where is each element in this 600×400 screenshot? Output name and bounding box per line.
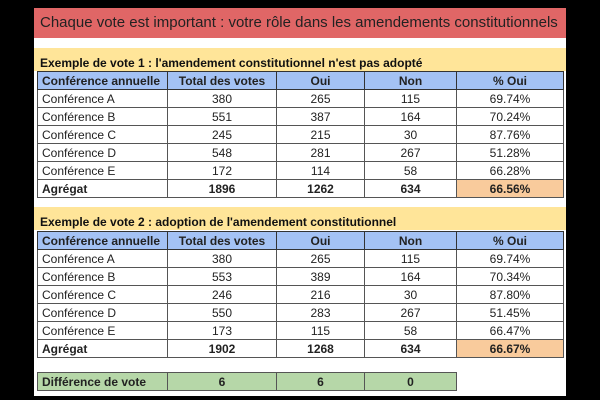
- aggregate-cell[interactable]: 634: [364, 339, 457, 358]
- column-header: Non: [364, 71, 457, 90]
- cell[interactable]: 387: [276, 107, 365, 126]
- table-row: Conférence E 172 114 58 66.28%: [37, 161, 564, 180]
- page-title: Chaque vote est important : votre rôle d…: [34, 8, 566, 38]
- cell[interactable]: 246: [167, 285, 277, 304]
- table-row: Conférence C 246 216 30 87.80%: [37, 285, 564, 304]
- cell[interactable]: 553: [167, 267, 277, 286]
- table-row: Conférence D 550 283 267 51.45%: [37, 303, 564, 322]
- cell[interactable]: 164: [364, 267, 457, 286]
- difference-cell[interactable]: 6: [276, 372, 365, 391]
- table-row: Conférence E 173 115 58 66.47%: [37, 321, 564, 340]
- difference-cell[interactable]: Différence de vote: [37, 372, 168, 391]
- cell[interactable]: 66.47%: [456, 321, 564, 340]
- cell[interactable]: Conférence B: [37, 107, 168, 126]
- cell[interactable]: 164: [364, 107, 457, 126]
- table-row: Conférence C 245 215 30 87.76%: [37, 125, 564, 144]
- column-header: Oui: [276, 231, 365, 250]
- cell[interactable]: Conférence A: [37, 249, 168, 268]
- aggregate-cell[interactable]: Agrégat: [37, 339, 168, 358]
- cell[interactable]: 87.80%: [456, 285, 564, 304]
- aggregate-row: Agrégat 1902 1268 634 66.67%: [37, 339, 564, 358]
- column-header: % Oui: [456, 231, 564, 250]
- cell[interactable]: 87.76%: [456, 125, 564, 144]
- cell[interactable]: 172: [167, 161, 277, 180]
- cell[interactable]: 58: [364, 321, 457, 340]
- cell[interactable]: 66.28%: [456, 161, 564, 180]
- table-row: Conférence A 380 265 115 69.74%: [37, 89, 564, 108]
- header-row: Conférence annuelle Total des votes Oui Non…: [37, 71, 564, 90]
- cell[interactable]: 70.24%: [456, 107, 564, 126]
- spreadsheet: Chaque vote est important : votre rôle d…: [34, 8, 566, 396]
- cell[interactable]: 70.34%: [456, 267, 564, 286]
- cell[interactable]: 30: [364, 125, 457, 144]
- cell[interactable]: 173: [167, 321, 277, 340]
- cell[interactable]: Conférence E: [37, 321, 168, 340]
- example2-heading: Exemple de vote 2 : adoption de l'amende…: [34, 207, 566, 230]
- cell[interactable]: 215: [276, 125, 365, 144]
- column-header: Total des votes: [167, 231, 277, 250]
- aggregate-cell[interactable]: 1896: [167, 179, 277, 198]
- aggregate-cell[interactable]: 1262: [276, 179, 365, 198]
- cell[interactable]: 265: [276, 249, 365, 268]
- cell[interactable]: 551: [167, 107, 277, 126]
- column-header: Oui: [276, 71, 365, 90]
- cell[interactable]: 69.74%: [456, 89, 564, 108]
- aggregate-cell[interactable]: 1902: [167, 339, 277, 358]
- cell[interactable]: 115: [276, 321, 365, 340]
- table-row: Conférence A 380 265 115 69.74%: [37, 249, 564, 268]
- aggregate-cell[interactable]: Agrégat: [37, 179, 168, 198]
- column-header: Non: [364, 231, 457, 250]
- cell[interactable]: Conférence D: [37, 303, 168, 322]
- example2-table: Conférence annuelle Total des votes Oui Non…: [37, 231, 564, 358]
- example1-table: Conférence annuelle Total des votes Oui Non…: [37, 71, 564, 198]
- cell[interactable]: Conférence E: [37, 161, 168, 180]
- cell[interactable]: 283: [276, 303, 365, 322]
- table-row: Conférence D 548 281 267 51.28%: [37, 143, 564, 162]
- cell[interactable]: 245: [167, 125, 277, 144]
- aggregate-cell[interactable]: 66.67%: [456, 339, 564, 358]
- aggregate-cell[interactable]: 66.56%: [456, 179, 564, 198]
- difference-row: Différence de vote 6 6 0: [37, 372, 457, 391]
- aggregate-cell[interactable]: 634: [364, 179, 457, 198]
- difference-table: Différence de vote 6 6 0: [37, 372, 457, 391]
- cell[interactable]: 69.74%: [456, 249, 564, 268]
- cell[interactable]: Conférence A: [37, 89, 168, 108]
- table-row: Conférence B 551 387 164 70.24%: [37, 107, 564, 126]
- header-row: Conférence annuelle Total des votes Oui Non…: [37, 231, 564, 250]
- difference-cell[interactable]: 0: [364, 372, 457, 391]
- cell[interactable]: 265: [276, 89, 365, 108]
- cell[interactable]: 281: [276, 143, 365, 162]
- cell[interactable]: 58: [364, 161, 457, 180]
- aggregate-cell[interactable]: 1268: [276, 339, 365, 358]
- cell[interactable]: 51.28%: [456, 143, 564, 162]
- cell[interactable]: Conférence C: [37, 285, 168, 304]
- cell[interactable]: 51.45%: [456, 303, 564, 322]
- column-header: Total des votes: [167, 71, 277, 90]
- aggregate-row: Agrégat 1896 1262 634 66.56%: [37, 179, 564, 198]
- column-header: Conférence annuelle: [37, 231, 168, 250]
- cell[interactable]: 115: [364, 249, 457, 268]
- cell[interactable]: 548: [167, 143, 277, 162]
- column-header: Conférence annuelle: [37, 71, 168, 90]
- cell[interactable]: 380: [167, 249, 277, 268]
- table-row: Conférence B 553 389 164 70.34%: [37, 267, 564, 286]
- cell[interactable]: Conférence B: [37, 267, 168, 286]
- cell[interactable]: 380: [167, 89, 277, 108]
- cell[interactable]: 114: [276, 161, 365, 180]
- cell[interactable]: 389: [276, 267, 365, 286]
- cell[interactable]: 267: [364, 303, 457, 322]
- cell[interactable]: 216: [276, 285, 365, 304]
- cell[interactable]: 115: [364, 89, 457, 108]
- example1-heading: Exemple de vote 1 : l'amendement constit…: [34, 48, 566, 71]
- column-header: % Oui: [456, 71, 564, 90]
- cell[interactable]: Conférence D: [37, 143, 168, 162]
- cell[interactable]: 30: [364, 285, 457, 304]
- cell[interactable]: 550: [167, 303, 277, 322]
- cell[interactable]: Conférence C: [37, 125, 168, 144]
- cell[interactable]: 267: [364, 143, 457, 162]
- difference-cell[interactable]: 6: [167, 372, 277, 391]
